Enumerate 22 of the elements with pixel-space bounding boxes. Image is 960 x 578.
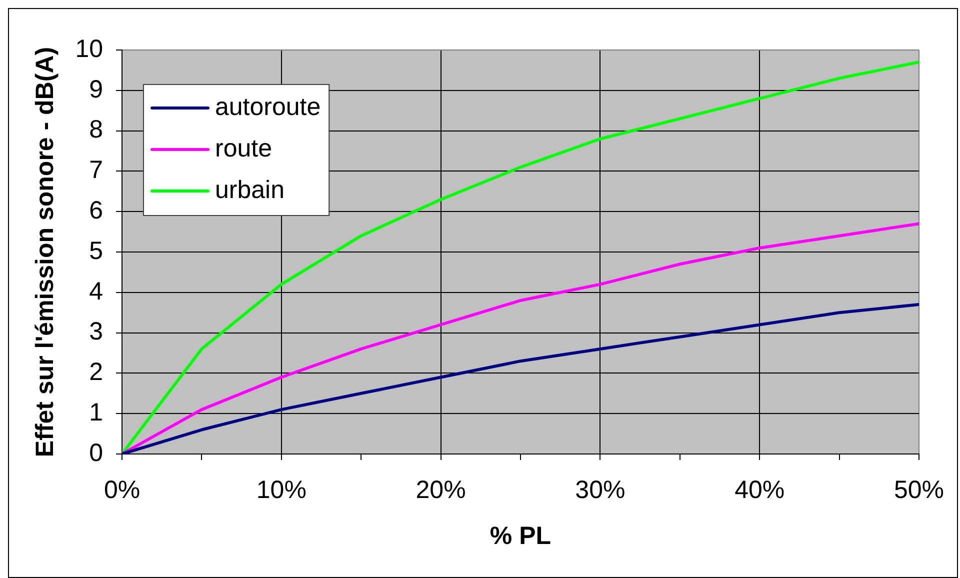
y-tick-label: 7 <box>89 156 103 184</box>
legend-label: autoroute <box>215 92 321 121</box>
y-tick-label: 9 <box>89 75 103 104</box>
y-tick-label: 6 <box>89 196 103 224</box>
y-tick-label: 10 <box>75 34 103 63</box>
legend-label: route <box>215 134 272 162</box>
legend-label: urbain <box>215 176 284 204</box>
x-tick-label: 40% <box>734 476 785 504</box>
x-tick-label: 20% <box>416 476 466 504</box>
x-tick-label: 10% <box>256 476 306 504</box>
x-tick-label: 30% <box>575 476 626 504</box>
y-axis-title: Effet sur l'émission sonore - dB(A) <box>30 46 59 458</box>
y-tick-label: 2 <box>89 358 103 386</box>
y-tick-label: 5 <box>89 236 103 265</box>
y-tick-label: 1 <box>89 398 103 426</box>
x-axis-title: % PL <box>490 522 552 550</box>
y-tick-label: 0 <box>89 438 103 467</box>
y-tick-label: 3 <box>89 318 103 346</box>
y-tick-label: 8 <box>89 116 103 144</box>
y-tick-label: 4 <box>89 277 104 306</box>
x-tick-label: 50% <box>894 476 944 504</box>
x-tick-label: 0% <box>104 476 140 504</box>
